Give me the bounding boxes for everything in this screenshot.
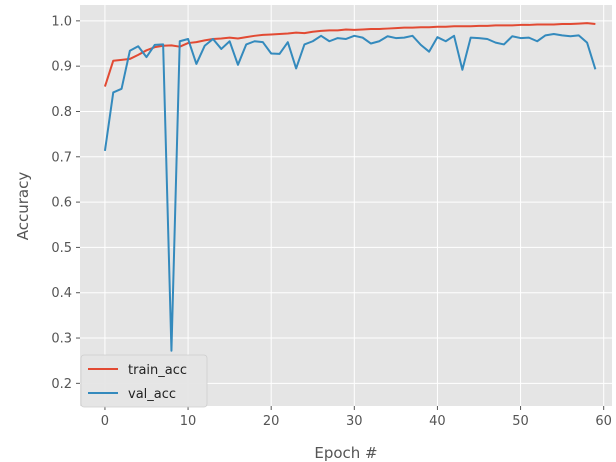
legend: train_acc val_acc (80, 354, 208, 408)
y-tick-label: 0.5 (51, 241, 72, 256)
x-tick-label: 0 (101, 414, 109, 429)
y-tick-label: 0.3 (51, 332, 72, 347)
x-tick-label: 10 (180, 414, 197, 429)
series-line-train-acc (103, 22, 596, 87)
x-tick-label: 30 (346, 414, 363, 429)
y-tick-label: 0.6 (51, 196, 72, 211)
y-tick-label: 0.8 (51, 105, 72, 120)
legend-label-train-acc: train_acc (128, 363, 187, 378)
x-axis-ticks: 0 10 20 30 40 50 60 (101, 406, 612, 429)
y-tick-label: 0.2 (51, 377, 72, 392)
x-tick-label: 50 (512, 414, 529, 429)
y-tick-label: 0.9 (51, 60, 72, 75)
y-axis-ticks: 0.2 0.3 0.4 0.5 0.6 0.7 0.8 0.9 1.0 (51, 14, 80, 392)
y-axis-label: Accuracy (14, 172, 32, 241)
y-tick-label: 0.7 (51, 150, 72, 165)
plot-area-background (80, 5, 612, 406)
y-tick-label: 1.0 (51, 14, 72, 29)
x-tick-label: 20 (263, 414, 280, 429)
x-tick-label: 60 (595, 414, 612, 429)
legend-label-val-acc: val_acc (128, 387, 176, 402)
series-layer (103, 22, 597, 352)
y-tick-label: 0.4 (51, 286, 72, 301)
x-axis-label: Epoch # (314, 444, 377, 462)
x-tick-label: 40 (429, 414, 446, 429)
series-line-val-acc (103, 32, 597, 352)
